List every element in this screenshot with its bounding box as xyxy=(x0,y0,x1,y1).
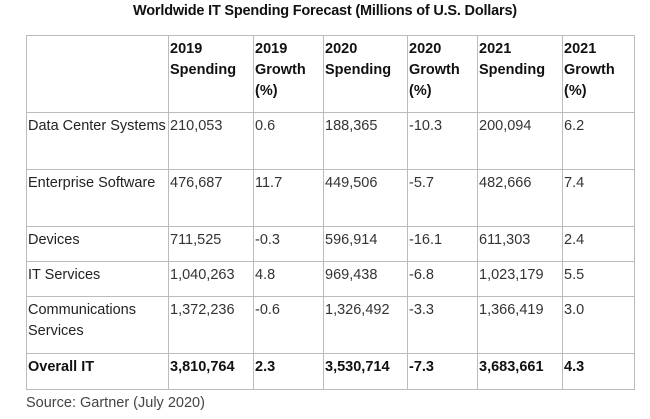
cell: -0.6 xyxy=(253,296,324,354)
cell: 3,683,661 xyxy=(477,353,563,390)
source-note: Source: Gartner (July 2020) xyxy=(26,395,205,411)
cell: -16.1 xyxy=(407,226,478,262)
table-row: Communications Services 1,372,236 -0.6 1… xyxy=(26,296,635,354)
total-row: Overall IT 3,810,764 2.3 3,530,714 -7.3 … xyxy=(26,353,635,390)
cell: 969,438 xyxy=(323,261,408,297)
row-label: Devices xyxy=(26,226,169,262)
header-cell: 2020 Spending xyxy=(323,35,408,113)
cell: 5.5 xyxy=(562,261,635,297)
cell: 4.8 xyxy=(253,261,324,297)
cell: 1,040,263 xyxy=(168,261,254,297)
cell: 3,810,764 xyxy=(168,353,254,390)
cell: 596,914 xyxy=(323,226,408,262)
cell: 6.2 xyxy=(562,112,635,170)
cell: 1,366,419 xyxy=(477,296,563,354)
cell: 188,365 xyxy=(323,112,408,170)
cell: 2.3 xyxy=(253,353,324,390)
cell: -6.8 xyxy=(407,261,478,297)
cell: -3.3 xyxy=(407,296,478,354)
cell: 11.7 xyxy=(253,169,324,227)
cell: 711,525 xyxy=(168,226,254,262)
table-row: Enterprise Software 476,687 11.7 449,506… xyxy=(26,169,635,227)
cell: 482,666 xyxy=(477,169,563,227)
cell: 200,094 xyxy=(477,112,563,170)
it-spending-table: 2019 Spending 2019 Growth (%) 2020 Spend… xyxy=(26,35,635,390)
cell: -0.3 xyxy=(253,226,324,262)
row-label: IT Services xyxy=(26,261,169,297)
header-cell: 2020 Growth (%) xyxy=(407,35,478,113)
cell: -10.3 xyxy=(407,112,478,170)
cell: -5.7 xyxy=(407,169,478,227)
row-label: Overall IT xyxy=(26,353,169,390)
row-label: Enterprise Software xyxy=(26,169,169,227)
header-cell: 2021 Spending xyxy=(477,35,563,113)
cell: 7.4 xyxy=(562,169,635,227)
table-row: Devices 711,525 -0.3 596,914 -16.1 611,3… xyxy=(26,226,635,262)
cell: 2.4 xyxy=(562,226,635,262)
table-row: Data Center Systems 210,053 0.6 188,365 … xyxy=(26,112,635,170)
cell: 4.3 xyxy=(562,353,635,390)
cell: 1,023,179 xyxy=(477,261,563,297)
cell: -7.3 xyxy=(407,353,478,390)
table-title: Worldwide IT Spending Forecast (Millions… xyxy=(133,3,517,19)
header-cell: 2021 Growth (%) xyxy=(562,35,635,113)
header-row: 2019 Spending 2019 Growth (%) 2020 Spend… xyxy=(26,35,635,113)
row-label: Communications Services xyxy=(26,296,169,354)
cell: 210,053 xyxy=(168,112,254,170)
table-row: IT Services 1,040,263 4.8 969,438 -6.8 1… xyxy=(26,261,635,297)
cell: 0.6 xyxy=(253,112,324,170)
cell: 449,506 xyxy=(323,169,408,227)
header-cell xyxy=(26,35,169,113)
cell: 3.0 xyxy=(562,296,635,354)
row-label: Data Center Systems xyxy=(26,112,169,170)
cell: 1,326,492 xyxy=(323,296,408,354)
cell: 476,687 xyxy=(168,169,254,227)
cell: 3,530,714 xyxy=(323,353,408,390)
header-cell: 2019 Spending xyxy=(168,35,254,113)
header-cell: 2019 Growth (%) xyxy=(253,35,324,113)
cell: 611,303 xyxy=(477,226,563,262)
cell: 1,372,236 xyxy=(168,296,254,354)
